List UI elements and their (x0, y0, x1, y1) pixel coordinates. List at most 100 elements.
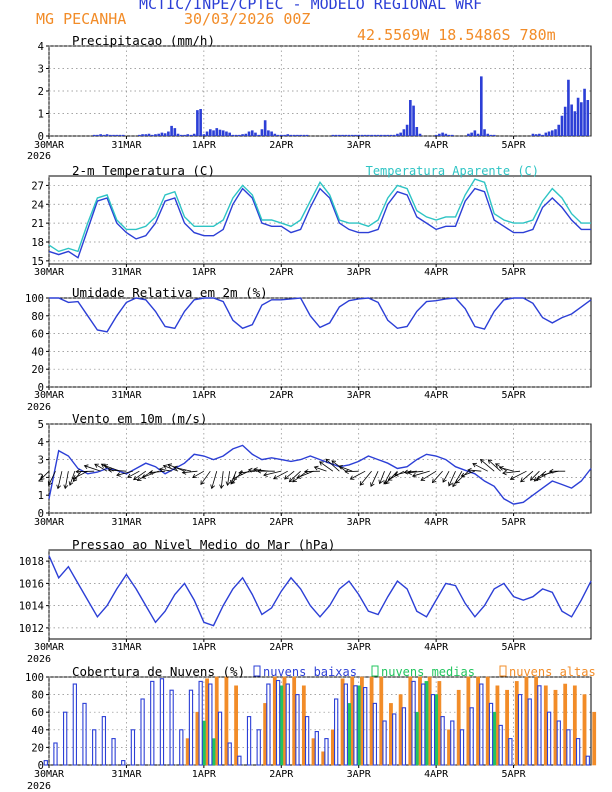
wind-arrowhead (442, 478, 447, 483)
wind-arrow (350, 470, 366, 480)
wind-arrow (211, 471, 218, 489)
precip-bar (531, 133, 535, 136)
cloud-bar-nuvens-baixas (527, 698, 532, 766)
wind-arrowhead (263, 472, 268, 477)
precip-bar (118, 134, 122, 136)
precip-bar (550, 130, 554, 136)
wind-arrowhead (304, 469, 309, 474)
wind-arrow (284, 470, 295, 480)
precip-bar (299, 134, 302, 136)
wind-arrowhead (411, 472, 417, 478)
cloud-bar-nuvens-altas (321, 751, 326, 766)
temp-ytick-label: 15 (31, 256, 44, 268)
precip-bar (112, 134, 115, 136)
wind-arrow (472, 463, 488, 472)
cloud-bar-nuvens-altas (553, 689, 558, 766)
precip-bar (228, 132, 231, 136)
precip-bar (415, 127, 419, 136)
wind-arrow (48, 470, 56, 486)
precip-bar (331, 134, 335, 136)
cloud-bar-nuvens-altas (563, 683, 568, 766)
cloud-bar-nuvens-altas (292, 676, 297, 766)
wind-arrow (263, 470, 282, 476)
precip-bar (212, 130, 215, 136)
pres-xtick-label: 3APR (347, 642, 372, 653)
wind-arrowhead (232, 475, 237, 480)
wind-arrowhead (292, 477, 297, 483)
cloud-bar-nuvens-altas (282, 676, 287, 766)
wind-arrow (345, 470, 359, 473)
precip-bar (273, 133, 277, 136)
precip-bar (292, 134, 296, 136)
wind-arrow (499, 467, 514, 472)
temp-legend-label: Temperatura Aparente (C) (366, 164, 539, 178)
wind-arrowhead (472, 462, 477, 468)
cloud-bar-nuvens-baixas (188, 689, 194, 766)
wind-arrow (510, 470, 527, 480)
cloud-bar-nuvens-baixas (430, 694, 436, 766)
precip-xtick-label: 4APR (424, 140, 449, 151)
wind-arrowhead (47, 481, 53, 487)
wind-series-line-0 (48, 444, 592, 505)
wind-arrow (200, 470, 211, 485)
cloud-legend-label: nuvens baixas (263, 665, 357, 679)
wind-arrowhead (75, 469, 80, 474)
wind-ytick-label: 3 (38, 455, 44, 467)
wind-arrowhead (407, 470, 412, 475)
cloud-bar-nuvens-altas (447, 729, 451, 766)
precip-bar (192, 133, 196, 136)
precip-bar (279, 134, 283, 136)
wind-arrowhead (338, 465, 343, 470)
precip-bar (367, 134, 370, 136)
cloud-bar-nuvens-altas (263, 703, 268, 766)
precip-bar (402, 129, 406, 136)
wind-arrow (541, 470, 559, 476)
precip-bar (541, 134, 544, 136)
cloud-bar-nuvens-altas (476, 676, 480, 766)
wind-arrowhead (420, 476, 426, 481)
precip-bar (341, 134, 344, 136)
station-coords: 42.5569W 18.5486S 780m (357, 26, 556, 44)
precip-bar (444, 133, 448, 136)
wind-arrow (520, 470, 534, 483)
wind-arrowhead (148, 469, 154, 475)
cloud-bar-nuvens-baixas (72, 683, 77, 766)
precip-bar (179, 134, 183, 136)
wind-arrowhead (167, 463, 173, 468)
cloud-bar-nuvens-baixas (150, 680, 155, 766)
precip-year-label: 2026 (27, 151, 51, 162)
precip-bar (163, 133, 167, 136)
precip-bar (221, 130, 225, 136)
wind-arrowhead (136, 476, 142, 481)
cloud-legend-swatch (253, 665, 261, 677)
precip-bar (186, 134, 190, 136)
precip-bar (115, 134, 119, 136)
clouds-xtick-label: 5APR (502, 769, 527, 780)
pres-ytick-label: 1012 (19, 623, 44, 635)
precip-bar (347, 134, 351, 136)
wind-arrow (448, 471, 456, 486)
precip-bar (276, 134, 280, 136)
wind-arrow (314, 466, 327, 472)
cloud-bar-nuvens-baixas (421, 683, 426, 766)
rh-xtick-label: 5APR (502, 390, 527, 401)
wind-xtick-label: 4APR (424, 517, 449, 528)
wind-arrowhead (63, 484, 69, 490)
wind-arrowhead (94, 463, 99, 468)
wind-arrow (297, 470, 314, 479)
clouds-year-label: 2026 (27, 781, 51, 792)
precip-bar (473, 130, 477, 136)
wind-arrow (383, 470, 392, 485)
precip-bar (354, 134, 357, 136)
clouds-frame (48, 676, 592, 766)
cloud-bar-nuvens-altas (514, 681, 519, 766)
rh-xtick-label: 3APR (347, 390, 372, 401)
panel-rh (46, 297, 592, 390)
wind-arrowhead (288, 477, 294, 483)
wind-arrow (127, 470, 140, 478)
pres-title: Pressao ao Nivel Medio do Mar (hPa) (72, 537, 335, 552)
precip-bar (105, 134, 109, 136)
cloud-bar-nuvens-altas (224, 676, 229, 766)
precip-bar (538, 133, 541, 136)
